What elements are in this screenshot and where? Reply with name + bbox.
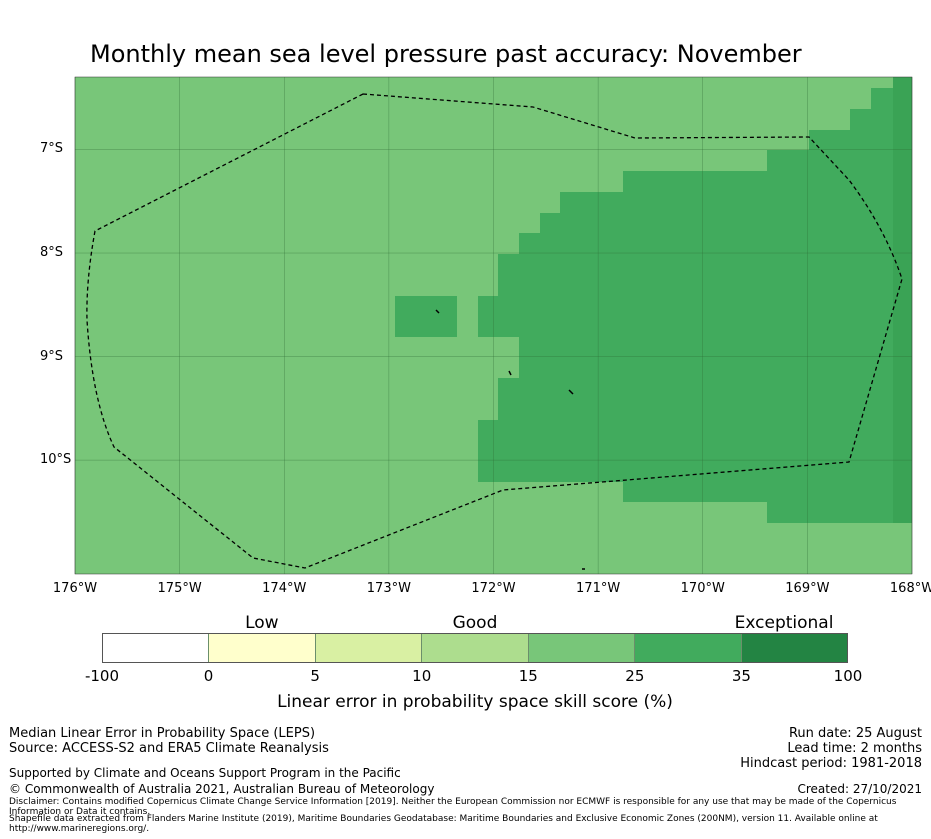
source-text: Source: ACCESS-S2 and ERA5 Climate Reana… [9,741,329,756]
colorbar-category-label: Good [452,613,498,633]
shapefile-credit: Shapefile data extracted from Flanders M… [9,814,878,834]
lead-time: Lead time: 2 months [787,741,922,756]
lon-tick-label: 173°W [366,581,411,596]
lon-tick-label: 169°W [785,581,830,596]
map-frame [74,76,913,575]
colorbar-tick-label: 5 [310,667,320,685]
colorbar-tick-label: 25 [625,667,645,685]
colorbar-tick-label: 10 [412,667,432,685]
skill-map [74,76,913,575]
colorbar-segment [209,634,316,662]
created-date: Created: 27/10/2021 [797,782,922,796]
island [568,389,574,395]
lon-tick-label: 172°W [471,581,516,596]
run-date: Run date: 25 August [788,726,922,741]
island [508,370,512,376]
colorbar-label: Linear error in probability space skill … [277,692,673,712]
colorbar-category-label: Low [245,613,279,633]
lon-tick-label: 174°W [262,581,307,596]
hindcast-period: Hindcast period: 1981-2018 [740,756,922,771]
lon-tick-label: 170°W [680,581,725,596]
support-text: Supported by Climate and Oceans Support … [9,766,401,780]
colorbar-segment [422,634,529,662]
colorbar-tick-label: 100 [833,667,863,685]
lat-tick-label: 7°S [40,141,64,157]
colorbar-segment [103,634,210,662]
high-skill-edge-band [893,77,912,523]
lon-tick-label: 168°W [889,581,931,596]
map-title: Monthly mean sea level pressure past acc… [90,40,802,68]
colorbar-segment [315,634,423,662]
eez-boundary [86,93,903,569]
lat-tick-label: 9°S [40,348,64,364]
lon-tick-label: 175°W [157,581,202,596]
colorbar-tick-label: 15 [518,667,538,685]
high-skill-patch [395,296,457,337]
disclaimer-text: Disclaimer: Contains modified Copernicus… [9,797,897,817]
method-text: Median Linear Error in Probability Space… [9,726,316,741]
colorbar-segment [741,634,847,662]
colorbar-segment [635,634,742,662]
colorbar-segment [528,634,636,662]
lat-tick-label: 8°S [40,245,64,261]
lon-tick-label: 171°W [576,581,621,596]
colorbar-tick-label: 35 [731,667,751,685]
colorbar-category-label: Exceptional [734,613,834,633]
colorbar-tick-label: 0 [203,667,214,685]
high-skill-region [478,77,912,523]
copyright-text: © Commonwealth of Australia 2021, Austra… [9,782,435,796]
lon-tick-label: 176°W [52,581,98,596]
island [435,309,440,314]
colorbar [102,633,848,663]
lat-tick-label: 10°S [40,452,72,468]
colorbar-tick-label: -100 [84,667,120,685]
